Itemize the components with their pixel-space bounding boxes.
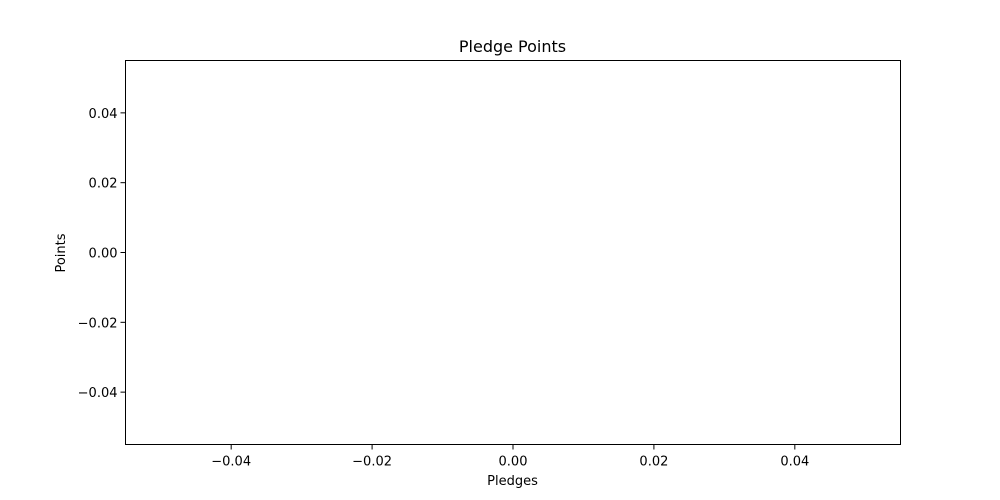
y-tick-label: 0.00 bbox=[89, 247, 118, 262]
y-tick-label: −0.02 bbox=[78, 316, 118, 331]
x-axis: −0.04 −0.02 0.00 0.02 0.04 bbox=[211, 444, 809, 470]
y-tick-label: −0.04 bbox=[78, 386, 118, 401]
y-axis: −0.04 −0.02 0.00 0.02 0.04 bbox=[78, 107, 126, 401]
y-axis-title: Points bbox=[54, 233, 69, 272]
y-tick-label: 0.02 bbox=[89, 177, 118, 192]
plot-area bbox=[125, 60, 901, 445]
x-axis-title: Pledges bbox=[487, 474, 538, 489]
x-tick-label: −0.02 bbox=[352, 455, 392, 470]
x-tick-label: 0.02 bbox=[639, 455, 668, 470]
x-tick-label: 0.00 bbox=[499, 455, 528, 470]
y-tick-label: 0.04 bbox=[89, 107, 118, 122]
x-tick-label: −0.04 bbox=[211, 455, 251, 470]
x-tick-label: 0.04 bbox=[780, 455, 809, 470]
chart-title: Pledge Points bbox=[459, 37, 566, 56]
